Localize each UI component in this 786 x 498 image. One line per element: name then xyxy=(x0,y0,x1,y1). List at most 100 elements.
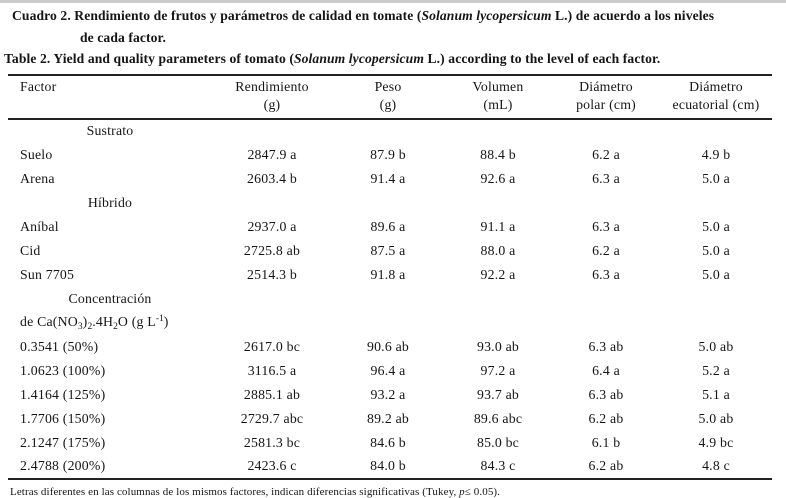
value-cell: 5.0 a xyxy=(702,266,730,282)
caption-en-species: Solanum lycopersicum xyxy=(293,51,425,66)
value-cell: 6.3 a xyxy=(592,170,620,186)
factor-label: Aníbal xyxy=(20,218,59,234)
factor-group-label: Híbrido xyxy=(87,194,133,210)
table-row: 1.7706 (150%) 2729.7 abc 89.2 ab 89.6 abc 6.… xyxy=(8,407,772,431)
value-cell xyxy=(552,191,660,215)
value-cell: 97.2 a xyxy=(480,362,516,378)
value-cell: 90.6 ab xyxy=(366,338,410,354)
value-cell: 6.1 b xyxy=(591,434,621,450)
header-line2: (g) xyxy=(263,97,281,112)
caption-block: Cuadro 2. Rendimiento de frutos y paráme… xyxy=(0,0,786,70)
table-row: 0.3541 (50%) 2617.0 bc 90.6 ab 93.0 ab 6.3 a… xyxy=(8,335,772,359)
value-cell xyxy=(660,287,772,311)
factor-group-label: Sustrato xyxy=(86,123,134,138)
value-cell: 6.4 a xyxy=(592,362,620,378)
column-header-factor: Factor xyxy=(8,75,212,119)
caption-es-line1: Cuadro 2. Rendimiento de frutos y paráme… xyxy=(0,5,786,27)
value-cell xyxy=(552,287,660,311)
value-cell xyxy=(332,287,444,311)
value-cell: 84.0 b xyxy=(370,458,406,473)
value-cell xyxy=(552,311,660,335)
factor-label: 2.1247 (175%) xyxy=(20,434,106,450)
value-cell: 92.2 a xyxy=(480,266,516,282)
value-cell xyxy=(552,119,660,143)
value-cell xyxy=(332,311,444,335)
value-cell: 4.9 bc xyxy=(698,434,734,450)
factor-label: Cid xyxy=(20,242,41,258)
value-cell: 2603.4 b xyxy=(247,170,297,186)
value-cell: 84.3 c xyxy=(480,458,516,473)
value-cell: 5.2 a xyxy=(702,362,730,378)
value-cell: 96.4 a xyxy=(370,362,406,378)
value-cell: 5.0 a xyxy=(702,170,730,186)
value-cell: 91.4 a xyxy=(370,170,406,186)
value-cell: 93.0 ab xyxy=(476,338,520,354)
value-cell: 89.6 a xyxy=(370,218,406,234)
value-cell: 5.0 ab xyxy=(698,410,734,426)
header-line1: Diámetro xyxy=(689,78,743,94)
value-cell: 5.0 ab xyxy=(698,338,734,354)
value-cell: 93.2 a xyxy=(370,386,406,402)
table-row: 2.4788 (200%) 2423.6 c 84.0 b 84.3 c 6.2 ab 4… xyxy=(8,455,772,479)
caption-en-text-post: L.) according to the level of each facto… xyxy=(424,51,661,66)
table-row-group: Concentración xyxy=(8,287,772,311)
factor-label: Sun 7705 xyxy=(20,266,75,282)
value-cell: 6.3 a xyxy=(592,218,620,234)
value-cell: 87.9 b xyxy=(370,146,406,162)
header-line1: Diámetro xyxy=(579,78,633,94)
value-cell: 4.9 b xyxy=(701,146,731,162)
value-cell xyxy=(332,191,444,215)
value-cell: 2617.0 bc xyxy=(243,338,301,354)
caption-es-species: Solanum lycopersicum xyxy=(421,8,552,23)
value-cell: 5.1 a xyxy=(702,386,730,402)
table-header: Factor Rendimiento (g) Peso (g) Volumen … xyxy=(8,75,772,119)
value-cell: 2423.6 c xyxy=(247,458,297,473)
factor-formula-label: de Ca(NO3)2.4H2O (g L-1) xyxy=(20,313,169,332)
value-cell xyxy=(444,191,552,215)
table-row: Arena 2603.4 b 91.4 a 92.6 a 6.3 a 5.0 a xyxy=(8,167,772,191)
value-cell: 89.2 ab xyxy=(366,410,410,426)
caption-es-text-post: L.) de acuerdo a los niveles xyxy=(551,8,715,23)
header-line2: polar (cm) xyxy=(576,97,636,112)
column-header-peso: Peso (g) xyxy=(332,75,444,119)
caption-en-line: Table 2. Yield and quality parameters of… xyxy=(0,48,786,70)
value-cell: 2937.0 a xyxy=(247,218,297,234)
value-cell: 2581.3 bc xyxy=(243,434,301,450)
column-header-volumen: Volumen (mL) xyxy=(444,75,552,119)
value-cell: 88.0 a xyxy=(480,242,516,258)
value-cell: 91.8 a xyxy=(370,266,406,282)
factor-label: 1.0623 (100%) xyxy=(20,362,106,378)
factor-label: 1.4164 (125%) xyxy=(20,386,106,402)
value-cell xyxy=(212,287,332,311)
value-cell: 6.2 a xyxy=(592,146,620,162)
value-cell xyxy=(444,119,552,143)
header-line2: (mL) xyxy=(483,97,513,112)
value-cell xyxy=(444,311,552,335)
value-cell: 85.0 bc xyxy=(476,434,520,450)
table-row: 2.1247 (175%) 2581.3 bc 84.6 b 85.0 bc 6.1 b… xyxy=(8,431,772,455)
value-cell xyxy=(212,311,332,335)
value-cell: 6.3 ab xyxy=(588,338,624,354)
factor-group-label: Concentración xyxy=(68,290,152,306)
caption-es-text-pre: Cuadro 2. Rendimiento de frutos y paráme… xyxy=(12,8,422,23)
header-line2: (g) xyxy=(379,97,397,112)
table-row: Cid 2725.8 ab 87.5 a 88.0 a 6.2 a 5.0 a xyxy=(8,239,772,263)
header-line1: Peso xyxy=(374,78,402,94)
factor-label: 2.4788 (200%) xyxy=(20,458,106,473)
table-row-formula: de Ca(NO3)2.4H2O (g L-1) xyxy=(8,311,772,335)
header-line1: Rendimiento xyxy=(235,78,309,94)
column-header-rendimiento: Rendimiento (g) xyxy=(212,75,332,119)
value-cell: 88.4 b xyxy=(480,146,516,162)
footnote: Letras diferentes en las columnas de los… xyxy=(10,486,786,498)
column-header-diametro-polar: Diámetro polar (cm) xyxy=(552,75,660,119)
factor-label: 1.7706 (150%) xyxy=(20,410,106,426)
value-cell xyxy=(660,119,772,143)
column-header-diametro-ecuatorial: Diámetro ecuatorial (cm) xyxy=(660,75,772,119)
table-row: Sun 7705 2514.3 b 91.8 a 92.2 a 6.3 a 5.0 a xyxy=(8,263,772,287)
header-line1: Factor xyxy=(20,78,57,94)
value-cell xyxy=(332,119,444,143)
value-cell xyxy=(212,191,332,215)
factor-label: 0.3541 (50%) xyxy=(20,338,99,354)
value-cell xyxy=(444,287,552,311)
value-cell xyxy=(660,311,772,335)
